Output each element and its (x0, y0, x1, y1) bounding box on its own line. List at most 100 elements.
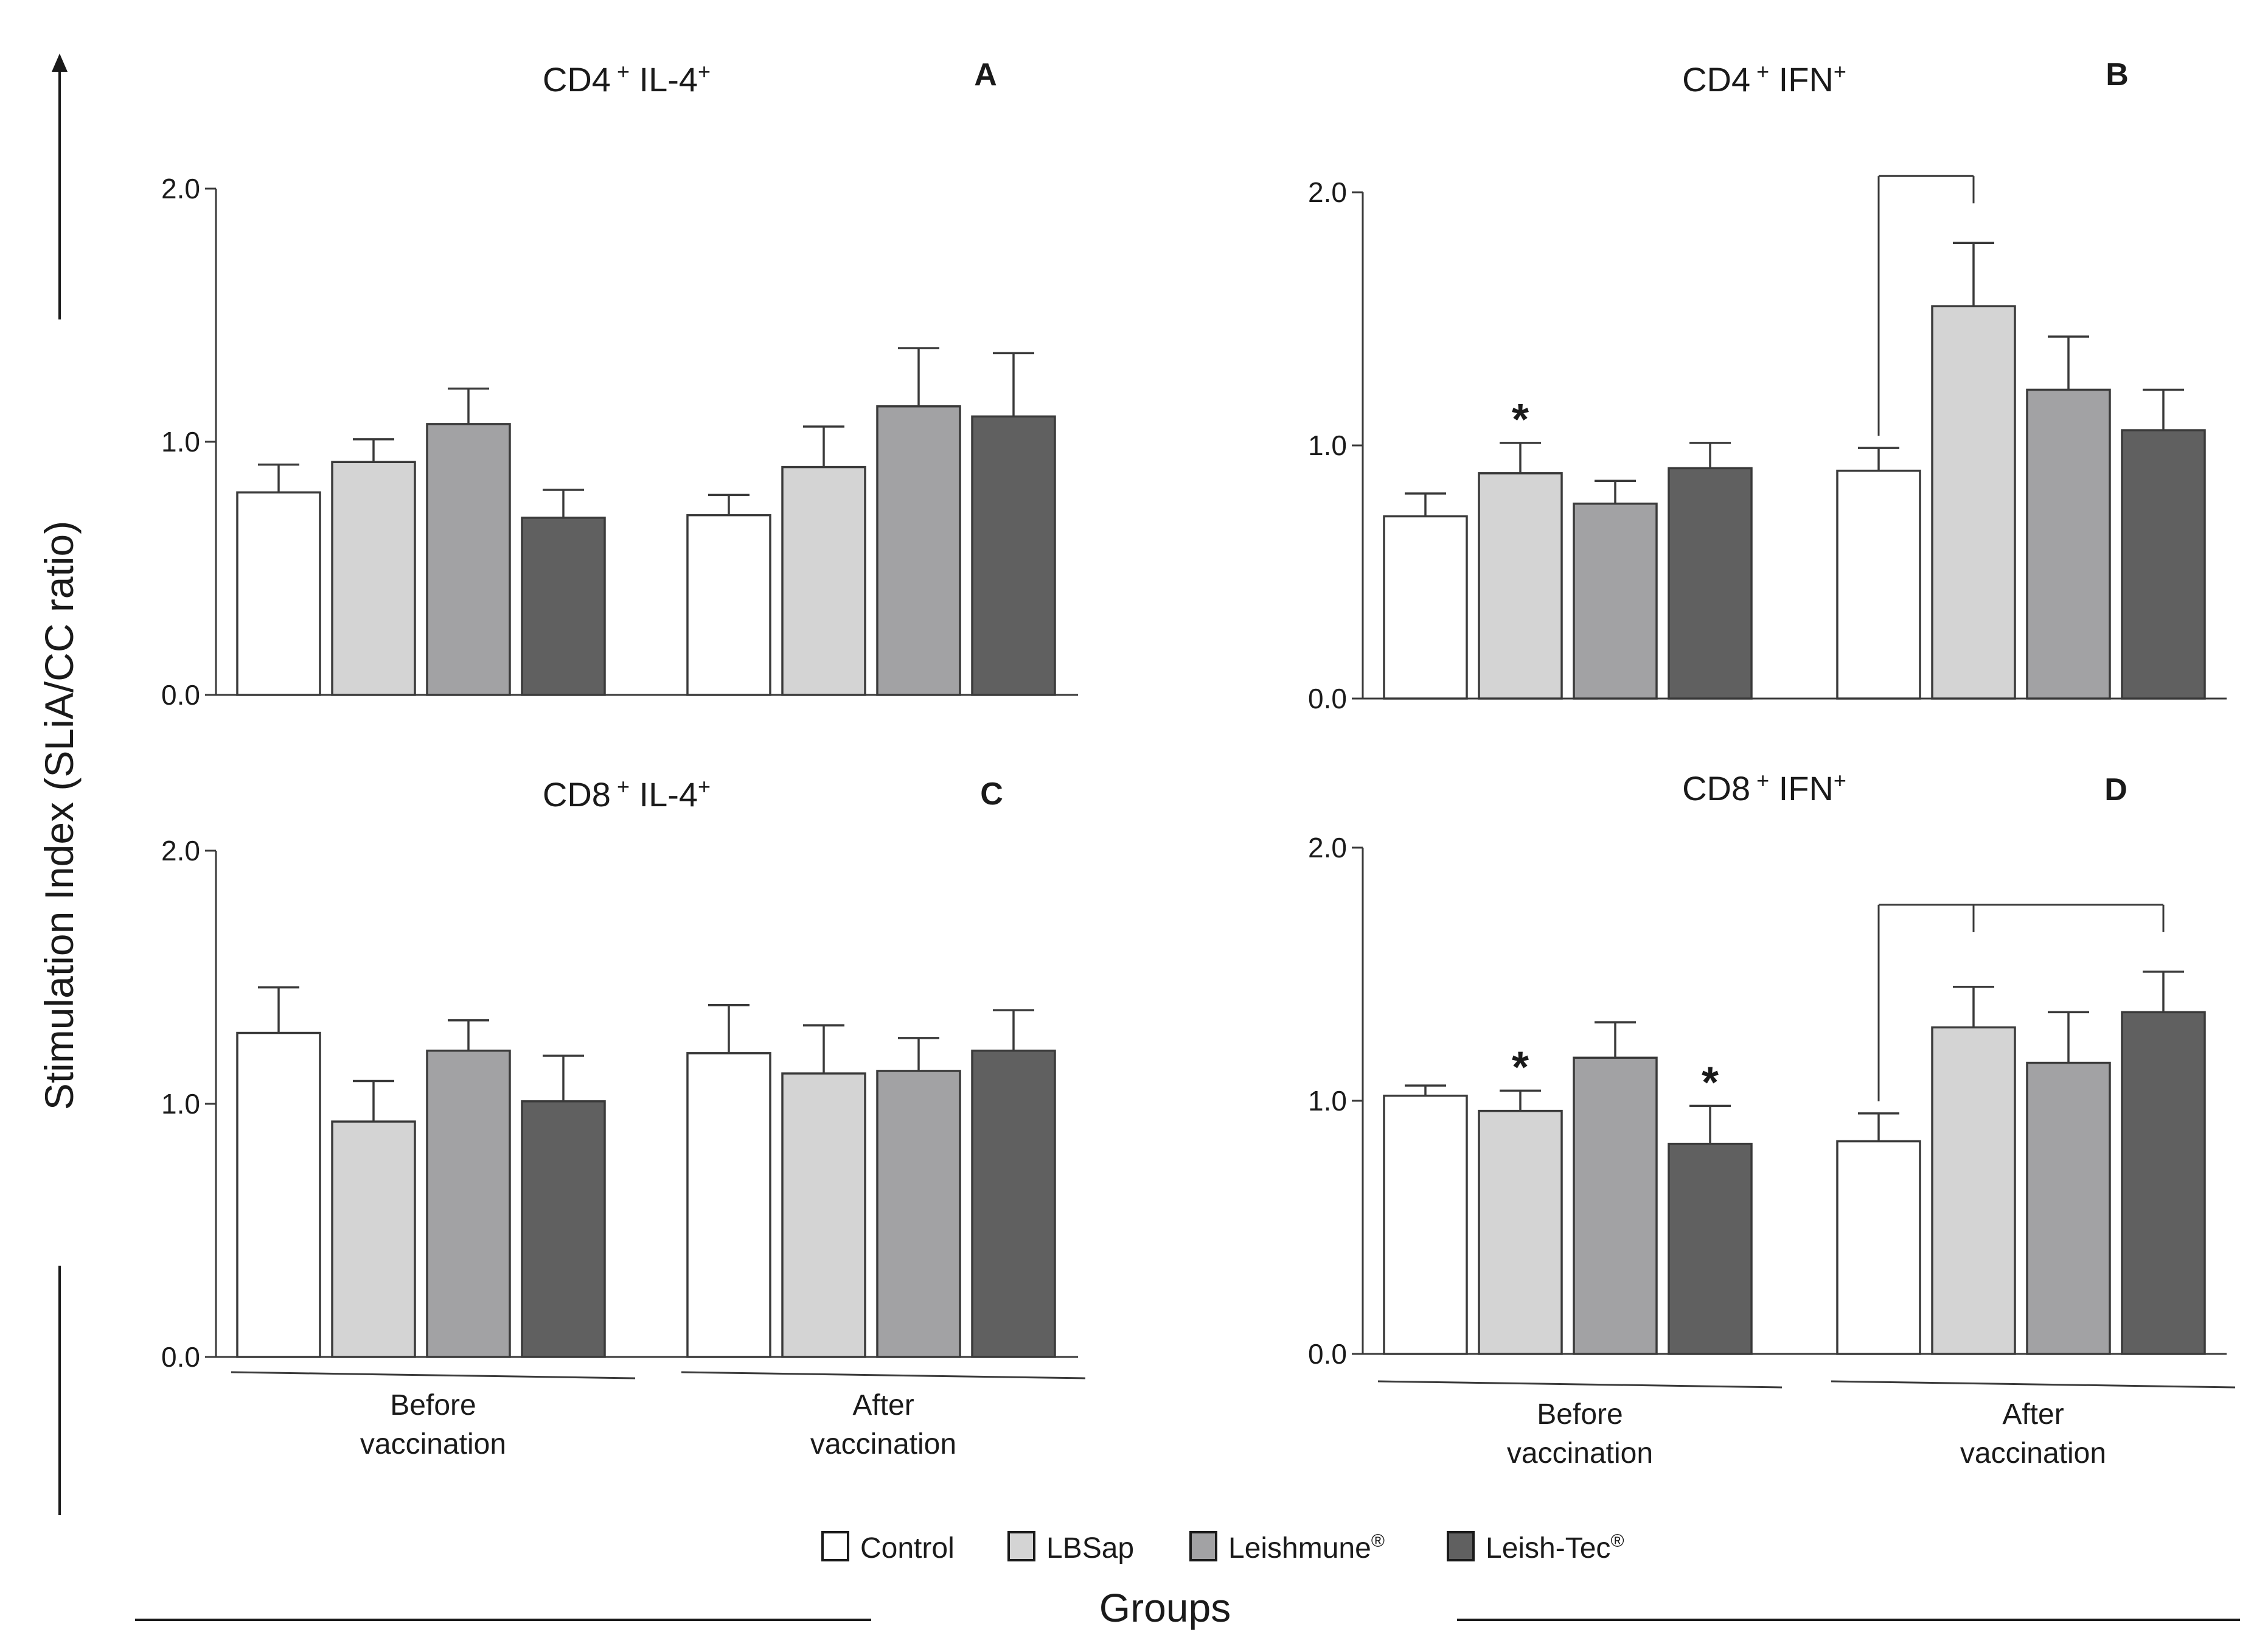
panel-title: CD8 + IFN+ (1682, 768, 1846, 807)
bar-leishmune (426, 1049, 511, 1358)
category-label: After vaccination (1960, 1398, 2106, 1470)
legend-swatch (1189, 1531, 1217, 1561)
bar-lbsap (1478, 472, 1563, 700)
panel-title-part: CD4 (543, 60, 611, 99)
legend-swatch (1447, 1531, 1475, 1561)
category-label-line: vaccination (1507, 1437, 1653, 1470)
category-label-line: vaccination (810, 1428, 956, 1460)
bar-leishtec (1668, 467, 1753, 700)
bar-control (1383, 1094, 1468, 1355)
category-label-line: Before (390, 1389, 476, 1421)
bar-lbsap (331, 461, 416, 696)
legend-item: Leish-Tec® (1447, 1531, 1624, 1564)
y-tick-label: 0.0 (161, 679, 200, 711)
bar-leishmune (876, 1070, 961, 1358)
x-axis-label: Groups (1099, 1585, 1231, 1630)
panel-title-part: IFN (1769, 60, 1834, 99)
y-tick-label: 0.0 (161, 1341, 200, 1373)
panel-title-part: + (611, 774, 630, 799)
y-axis-arrow-head (52, 54, 68, 72)
legend: Control LBSap Leishmune® Leish-Tec® (821, 1531, 1624, 1564)
panel-title-part: + (1834, 768, 1846, 793)
comparison-bracket (1877, 904, 2165, 1101)
bar-control (236, 1031, 321, 1358)
y-tick-label: 2.0 (1308, 176, 1347, 208)
panel-title-part: IL-4 (630, 60, 698, 99)
legend-label-sup: ® (1610, 1531, 1624, 1551)
panel-D: CD8 + IFN+ D0.01.02.0* *Before vaccinationA… (1308, 768, 2236, 1470)
bar-leishtec (2121, 429, 2206, 700)
legend-label-sup: ® (1371, 1531, 1385, 1551)
bar-leishmune (426, 423, 511, 696)
bar-leishtec (971, 415, 1056, 696)
legend-label: Control (860, 1532, 955, 1564)
panel-letter: A (974, 57, 997, 92)
panel-title-part: + (1750, 768, 1769, 793)
panel-title-part: + (1834, 59, 1846, 84)
bar-control (1836, 1140, 1921, 1355)
significance-star: * (1512, 396, 1529, 444)
panel-title-part: CD4 (1682, 60, 1750, 99)
legend-label: LBSap (1046, 1532, 1134, 1564)
panel-title-part: IFN (1769, 769, 1834, 807)
panel-title-part: + (698, 59, 711, 84)
legend-label: Leishmune® (1228, 1531, 1385, 1564)
bar-leishmune (1573, 502, 1658, 700)
bar-lbsap (1931, 1026, 2016, 1355)
legend-item: Control (821, 1531, 955, 1564)
bar-control (686, 1052, 771, 1358)
category-label-line: vaccination (1960, 1437, 2106, 1470)
panel-title-part: + (698, 774, 711, 799)
bar-leishtec (521, 1100, 606, 1358)
legend-label-text: LBSap (1046, 1532, 1134, 1564)
bar-control (1383, 515, 1468, 700)
panel-title-part: + (611, 59, 630, 84)
category-underline (1377, 1380, 1783, 1389)
bar-lbsap (1478, 1109, 1563, 1355)
y-tick-label: 1.0 (161, 426, 200, 458)
significance-star: * (1512, 1043, 1529, 1092)
legend-label-text: Leish-Tec (1486, 1532, 1610, 1564)
comparison-bracket (1877, 175, 1975, 436)
panel-title-part: IL-4 (630, 775, 698, 814)
category-label: After vaccination (810, 1389, 956, 1460)
category-underline (231, 1371, 636, 1379)
bar-control (236, 491, 321, 696)
legend-swatch (821, 1531, 849, 1561)
bar-leishmune (2026, 1061, 2111, 1355)
x-axis-label-group: Groups (135, 1585, 2240, 1630)
category-label-line: vaccination (360, 1428, 506, 1460)
bar-leishtec (521, 517, 606, 696)
bar-leishtec (2121, 1011, 2206, 1355)
category-label: Before vaccination (1507, 1398, 1653, 1470)
y-tick-label: 2.0 (161, 173, 200, 204)
bar-lbsap (781, 1072, 866, 1358)
legend-label: Leish-Tec® (1486, 1531, 1624, 1564)
bar-leishtec (971, 1049, 1056, 1358)
bar-leishtec (1668, 1142, 1753, 1355)
y-axis-label-group: Stimulation Index (SLiA/CC ratio) (37, 54, 82, 1515)
legend-swatch (1007, 1531, 1035, 1561)
y-tick-label: 1.0 (161, 1088, 200, 1120)
significance-star: * (1702, 1058, 1719, 1107)
panel-title-part: + (1750, 59, 1769, 84)
panel-title: CD4 + IFN+ (1682, 59, 1846, 99)
panel-letter: D (2104, 772, 2127, 807)
category-label-line: After (852, 1389, 914, 1421)
legend-item: LBSap (1007, 1531, 1134, 1564)
legend-label-text: Control (860, 1532, 955, 1564)
category-underline (1831, 1380, 2236, 1389)
panel-title-part: CD8 (543, 775, 611, 814)
panel-title: CD4 + IL-4+ (543, 59, 711, 99)
category-label-line: Before (1537, 1398, 1623, 1431)
bar-leishmune (1573, 1056, 1658, 1355)
y-tick-label: 1.0 (1308, 1085, 1347, 1117)
bar-leishmune (2026, 388, 2111, 700)
panel-B: CD4 + IFN+ B 0.0 1.0 2.0 * (1308, 57, 2227, 714)
panel-letter: B (2106, 57, 2129, 92)
category-underline (681, 1371, 1086, 1379)
bar-control (686, 514, 771, 696)
panel-title-part: CD8 (1682, 769, 1750, 807)
